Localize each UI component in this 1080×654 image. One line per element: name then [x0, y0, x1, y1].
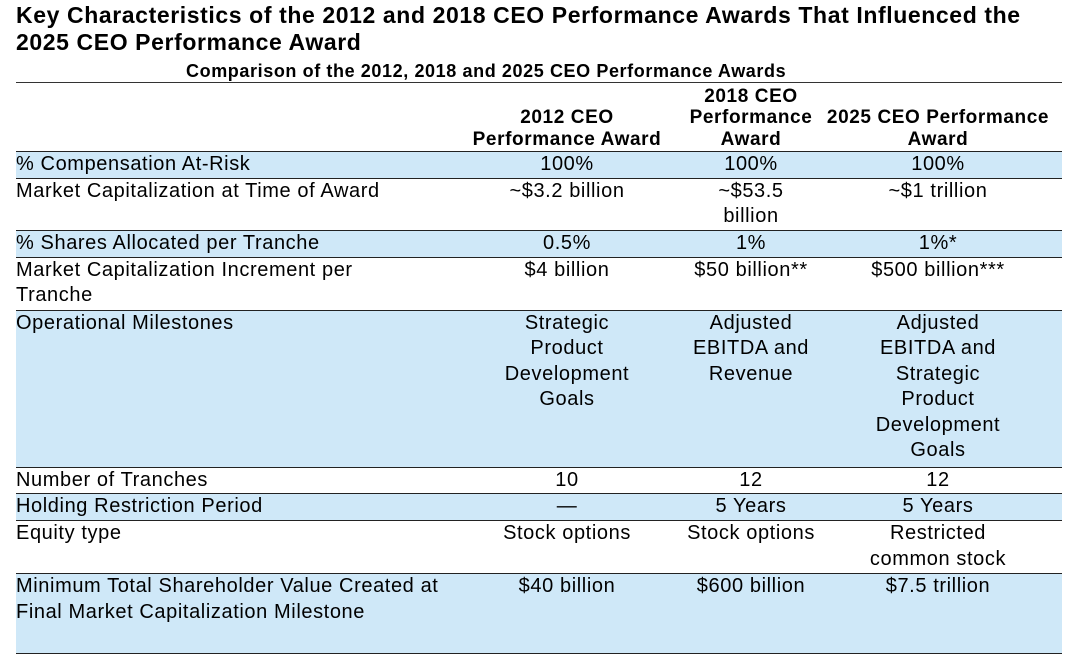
table-header-row: 2012 CEO Performance Award 2018 CEO Perfor…: [16, 82, 1062, 152]
cell-2018: 5 Years: [715, 495, 787, 517]
cell-2018: Adjusted EBITDA and Revenue: [692, 311, 810, 385]
cell-2025: 5 Years: [902, 495, 974, 517]
cell-2025: $7.5 trillion: [885, 575, 991, 597]
table-title: Comparison of the 2012, 2018 and 2025 CE…: [186, 61, 787, 81]
column-header-2018: 2018 CEO Performance Award: [689, 85, 813, 150]
row-label: Market Capitalization at Time of Award: [16, 179, 380, 202]
comparison-table: 2012 CEO Performance Award 2018 CEO Perfor…: [16, 82, 1062, 654]
row-label: Equity type: [16, 522, 122, 544]
cell-2025: Adjusted EBITDA and Strategic Product De…: [875, 311, 1001, 462]
cell-2025: 100%: [911, 153, 965, 175]
table-row: Number of Tranches 10 12 12: [16, 467, 1062, 494]
row-label: % Compensation At-Risk: [16, 153, 251, 175]
table-row: % Compensation At-Risk 100% 100% 100%: [16, 151, 1062, 178]
cell-2012: 0.5%: [543, 231, 591, 254]
cell-2025: Restricted common stock: [869, 522, 1007, 570]
table-row: Market Capitalization Increment per Tran…: [16, 257, 1062, 310]
cell-2018: ~$53.5 billion: [718, 179, 784, 228]
column-header-2025: 2025 CEO Performance Award: [826, 107, 1050, 150]
cell-2012: 10: [555, 468, 579, 491]
table-row: Minimum Total Shareholder Value Created …: [16, 573, 1062, 654]
cell-2018: $600 billion: [696, 575, 806, 597]
table-row: % Shares Allocated per Tranche 0.5% 1% 1…: [16, 230, 1062, 257]
cell-2018: 12: [739, 468, 763, 491]
cell-2025: 12: [926, 468, 950, 491]
cell-2025: ~$1 trillion: [888, 179, 988, 202]
column-header-2012: 2012 CEO Performance Award: [472, 107, 662, 150]
cell-2012: $4 billion: [524, 258, 610, 281]
cell-2012: Strategic Product Development Goals: [504, 311, 630, 411]
row-label: Number of Tranches: [16, 468, 208, 491]
column-header-blank: [16, 83, 446, 152]
table-row: Holding Restriction Period — 5 Years 5 Y…: [16, 493, 1062, 521]
cell-2012: Stock options: [503, 522, 631, 544]
cell-2012: —: [556, 495, 578, 517]
cell-2018: 1%: [735, 231, 767, 254]
table-row: Operational Milestones Strategic Product…: [16, 310, 1062, 467]
cell-2018: $50 billion**: [694, 258, 808, 281]
row-label: Market Capitalization Increment per Tran…: [16, 258, 353, 307]
row-label: % Shares Allocated per Tranche: [16, 231, 320, 254]
cell-2025: 1%*: [918, 231, 958, 254]
cell-2018: Stock options: [687, 522, 815, 544]
cell-2012: ~$3.2 billion: [509, 179, 625, 202]
row-label: Holding Restriction Period: [16, 495, 263, 517]
table-row: Market Capitalization at Time of Award ~…: [16, 178, 1062, 230]
cell-2025: $500 billion***: [871, 258, 1005, 281]
cell-2018: 100%: [724, 153, 778, 175]
table-row: Equity type Stock options Stock options …: [16, 520, 1062, 574]
cell-2012: $40 billion: [518, 575, 616, 597]
row-label: Minimum Total Shareholder Value Created …: [16, 575, 439, 623]
page-title: Key Characteristics of the 2012 and 2018…: [16, 2, 1021, 55]
cell-2012: 100%: [540, 153, 594, 175]
row-label: Operational Milestones: [16, 311, 234, 334]
